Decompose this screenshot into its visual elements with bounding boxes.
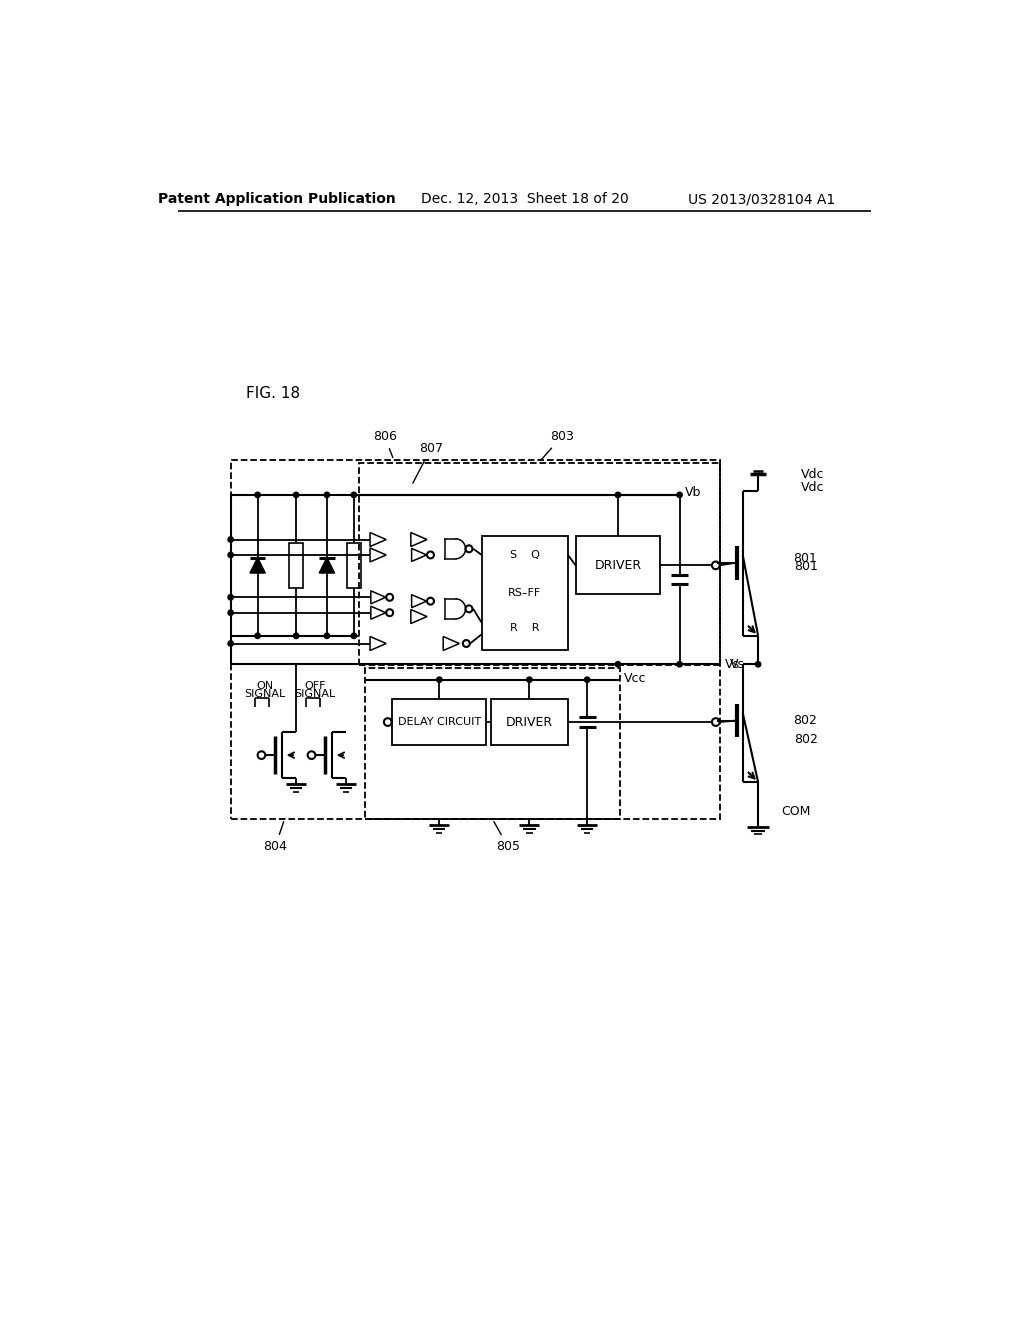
Circle shape (228, 610, 233, 615)
Text: 806: 806 (373, 430, 396, 458)
Bar (359, 462, 720, 665)
Circle shape (436, 677, 442, 682)
Text: 802: 802 (795, 733, 818, 746)
Circle shape (294, 492, 299, 498)
Circle shape (294, 634, 299, 639)
Circle shape (228, 552, 233, 557)
Circle shape (756, 661, 761, 667)
Circle shape (351, 634, 356, 639)
Text: US 2013/0328104 A1: US 2013/0328104 A1 (688, 193, 836, 206)
Text: 803: 803 (541, 430, 573, 461)
Text: Vcc: Vcc (625, 672, 646, 685)
Text: 801: 801 (793, 552, 816, 565)
Circle shape (255, 492, 260, 498)
Circle shape (615, 661, 621, 667)
Text: Dec. 12, 2013  Sheet 18 of 20: Dec. 12, 2013 Sheet 18 of 20 (421, 193, 629, 206)
Text: COM: COM (781, 805, 811, 818)
Circle shape (351, 492, 356, 498)
Bar (347, 543, 360, 587)
Text: Vs: Vs (730, 657, 744, 671)
Text: SIGNAL: SIGNAL (295, 689, 336, 698)
Bar (230, 461, 720, 818)
Bar (366, 668, 620, 818)
Text: Vdc: Vdc (801, 467, 824, 480)
Polygon shape (319, 557, 335, 573)
Bar (289, 543, 303, 587)
Text: 807: 807 (413, 442, 442, 483)
Bar (392, 700, 486, 744)
Circle shape (228, 640, 233, 647)
Bar (490, 700, 568, 744)
Text: Vs: Vs (725, 657, 740, 671)
Text: 805: 805 (494, 821, 520, 853)
Text: 802: 802 (793, 714, 816, 727)
Text: RS–FF: RS–FF (508, 587, 542, 598)
Circle shape (228, 594, 233, 601)
Text: 801: 801 (795, 560, 818, 573)
Text: ON: ON (257, 681, 273, 690)
Text: SIGNAL: SIGNAL (245, 689, 286, 698)
Polygon shape (250, 557, 265, 573)
Circle shape (255, 634, 260, 639)
Circle shape (325, 634, 330, 639)
Bar (481, 536, 568, 649)
Circle shape (677, 661, 682, 667)
Text: S    Q: S Q (510, 550, 540, 560)
Circle shape (325, 492, 330, 498)
Text: Patent Application Publication: Patent Application Publication (158, 193, 395, 206)
Circle shape (526, 677, 532, 682)
Text: 804: 804 (263, 821, 288, 853)
Text: DRIVER: DRIVER (506, 715, 553, 729)
Circle shape (585, 677, 590, 682)
Text: DRIVER: DRIVER (594, 558, 641, 572)
Bar (575, 536, 660, 594)
Text: Vdc: Vdc (801, 480, 824, 494)
Text: R    R: R R (510, 623, 540, 634)
Circle shape (615, 492, 621, 498)
Text: OFF: OFF (304, 681, 326, 690)
Text: FIG. 18: FIG. 18 (246, 385, 300, 401)
Text: Vb: Vb (685, 486, 701, 499)
Circle shape (677, 492, 682, 498)
Circle shape (228, 537, 233, 543)
Text: DELAY CIRCUIT: DELAY CIRCUIT (397, 717, 481, 727)
